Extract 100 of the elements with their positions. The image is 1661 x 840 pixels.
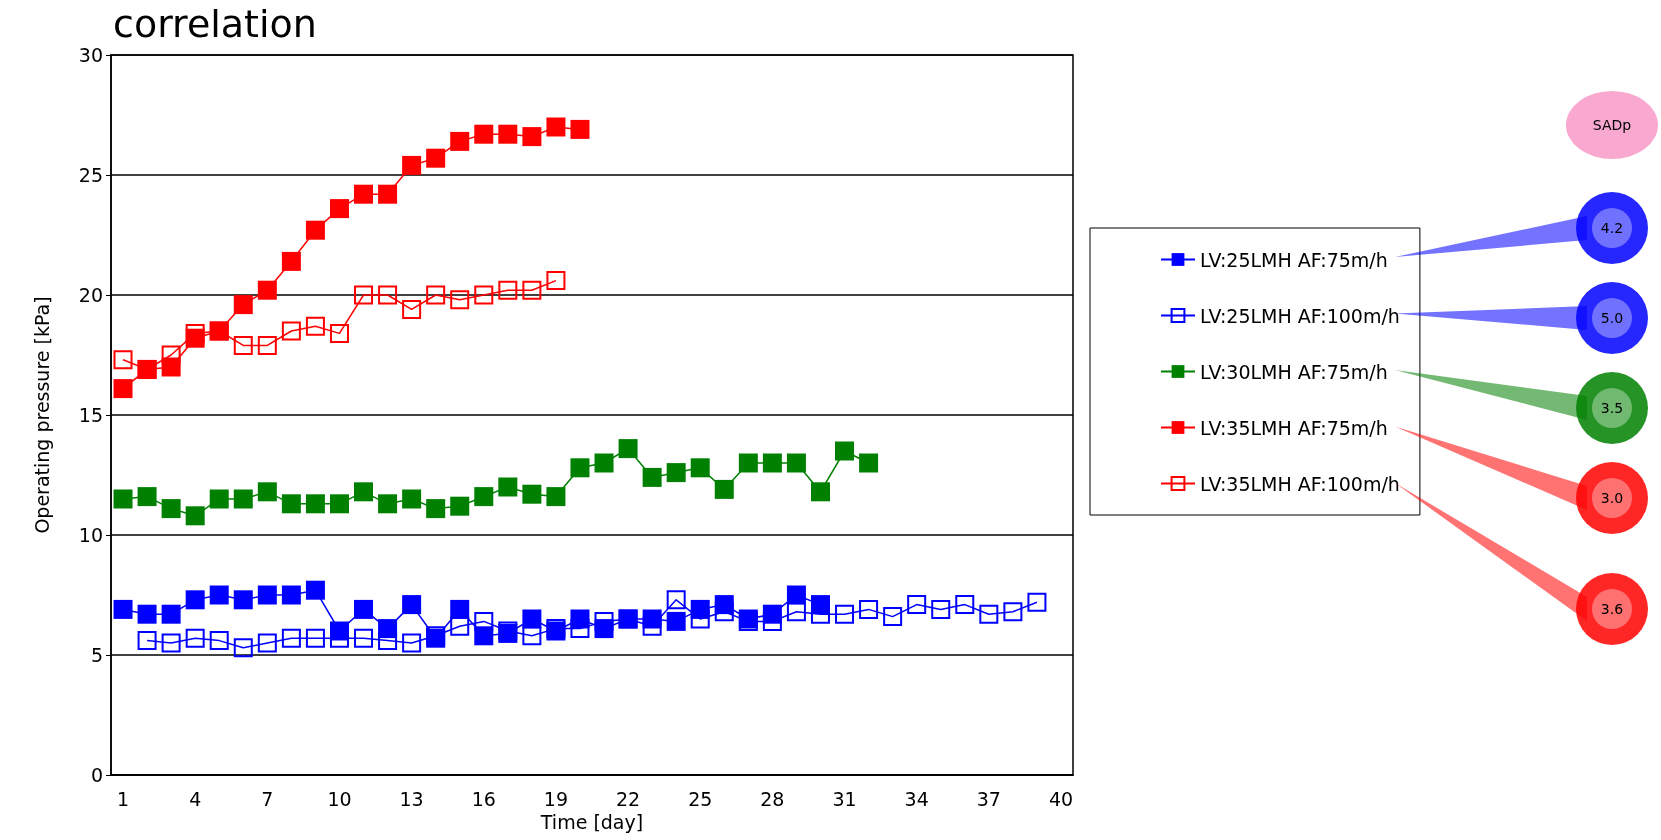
point [402, 299, 422, 319]
point [113, 599, 133, 619]
point [450, 616, 470, 636]
point [354, 285, 374, 305]
text: 4.2 [1600, 220, 1624, 236]
point [859, 453, 879, 473]
point [354, 482, 374, 502]
x-tick-label: 31 [832, 787, 857, 810]
legend-label: LV:30LMH AF:75m/h [1200, 360, 1388, 383]
legend-label: LV:25LMH AF:100m/h [1200, 304, 1400, 327]
x-tick-label: 7 [261, 787, 274, 810]
x-tick-label: 40 [1048, 787, 1074, 810]
point [642, 467, 662, 487]
point [378, 494, 398, 514]
point [402, 595, 422, 615]
point [714, 479, 734, 499]
x-tick-label: 10 [327, 787, 352, 810]
point [161, 633, 181, 653]
point [498, 280, 518, 300]
point [281, 494, 301, 514]
legend-label: LV:35LMH AF:100m/h [1200, 472, 1400, 495]
point [185, 323, 205, 343]
x-tick-label: 37 [976, 787, 1001, 810]
text: 3.0 [1600, 490, 1624, 506]
point [498, 124, 518, 144]
point [402, 633, 422, 653]
point [402, 489, 422, 509]
point [762, 611, 782, 631]
point [233, 295, 253, 315]
point [546, 487, 566, 507]
point [810, 482, 830, 502]
y-tick-label: 5 [90, 644, 103, 666]
point [1027, 592, 1047, 612]
point [305, 316, 325, 336]
legend-label: LV:35LMH AF:75m/h [1200, 416, 1388, 439]
point [137, 631, 157, 651]
point [281, 585, 301, 605]
point [281, 628, 301, 648]
point [738, 453, 758, 473]
point [329, 199, 349, 219]
point [137, 604, 157, 624]
y-tick-label: 20 [78, 284, 103, 306]
x-tick-label: 1 [116, 787, 130, 810]
point [786, 453, 806, 473]
point [354, 599, 374, 619]
point [233, 638, 253, 658]
point [883, 607, 903, 627]
point [594, 611, 614, 631]
point [450, 290, 470, 310]
point [931, 599, 951, 619]
point [450, 131, 470, 151]
point [546, 271, 566, 291]
point [378, 285, 398, 305]
point [666, 590, 686, 610]
point [281, 251, 301, 271]
y-tick-label: 10 [78, 524, 103, 546]
point [257, 585, 277, 605]
y-tick-label: 15 [78, 404, 103, 426]
y-tick-label: 30 [78, 44, 103, 66]
point [305, 220, 325, 240]
point [185, 628, 205, 648]
point [305, 580, 325, 600]
point [161, 345, 181, 365]
x-tick-label: 28 [760, 787, 785, 810]
point [498, 477, 518, 497]
point [137, 487, 157, 507]
point [618, 439, 638, 459]
x-axis-title: Time [day] [539, 811, 644, 834]
point [859, 599, 879, 619]
point [714, 602, 734, 622]
point [594, 453, 614, 473]
point [185, 506, 205, 526]
y-axis-title: Operating pressure [kPa] [30, 296, 53, 534]
point [257, 482, 277, 502]
point [1003, 602, 1023, 622]
point [522, 626, 542, 646]
point [354, 184, 374, 204]
point [329, 628, 349, 648]
point [522, 484, 542, 504]
point [835, 441, 855, 461]
point [474, 124, 494, 144]
point [329, 494, 349, 514]
point [979, 604, 999, 624]
point [762, 453, 782, 473]
text: 5.0 [1600, 310, 1624, 326]
point [570, 458, 590, 478]
point [378, 184, 398, 204]
x-tick-label: 19 [543, 787, 569, 810]
text: SADp [1592, 117, 1632, 133]
point [955, 595, 975, 615]
point [666, 611, 686, 631]
point [305, 628, 325, 648]
point [426, 285, 446, 305]
point [786, 602, 806, 622]
point [281, 321, 301, 341]
point [474, 487, 494, 507]
point [233, 590, 253, 610]
point [185, 590, 205, 610]
point [426, 499, 446, 519]
point [233, 335, 253, 355]
